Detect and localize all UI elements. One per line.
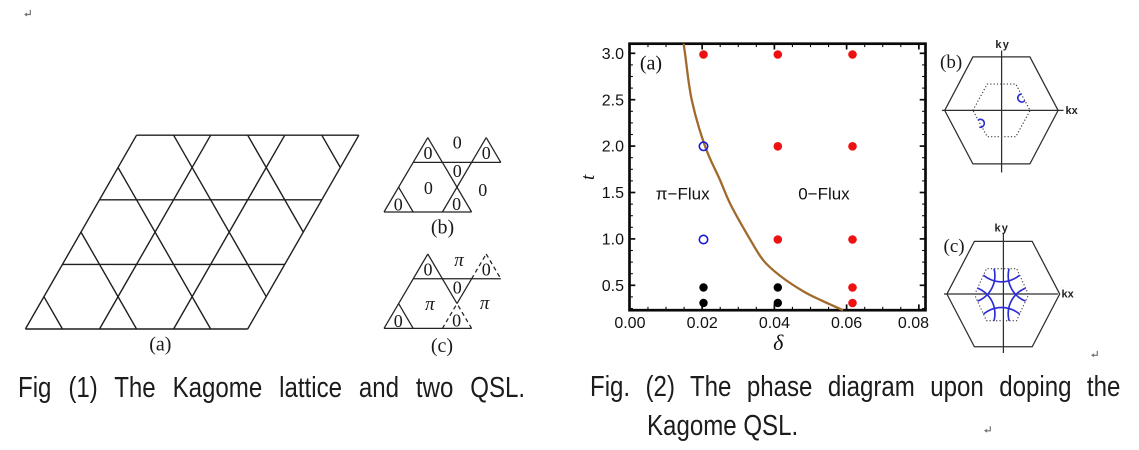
svg-text:0.04: 0.04	[759, 315, 790, 332]
svg-text:2.0: 2.0	[602, 139, 624, 156]
svg-text:ky: ky	[994, 223, 1009, 235]
svg-text:(a): (a)	[149, 334, 171, 356]
svg-text:π: π	[425, 294, 435, 315]
svg-text:(c): (c)	[944, 236, 965, 257]
svg-text:0: 0	[478, 180, 487, 200]
svg-text:0: 0	[452, 194, 461, 214]
svg-text:0: 0	[424, 178, 433, 198]
svg-text:π−Flux: π−Flux	[656, 185, 710, 204]
svg-text:δ: δ	[773, 330, 784, 355]
svg-text:0: 0	[394, 195, 403, 215]
svg-text:0: 0	[452, 311, 461, 331]
svg-text:0.08: 0.08	[898, 315, 929, 332]
svg-text:3.0: 3.0	[602, 46, 624, 63]
svg-text:(b): (b)	[940, 52, 962, 73]
svg-text:kx: kx	[1062, 289, 1075, 301]
svg-text:0.00: 0.00	[614, 315, 645, 332]
svg-text:1.5: 1.5	[602, 185, 624, 202]
svg-text:0: 0	[482, 260, 491, 280]
svg-text:0.06: 0.06	[831, 315, 862, 332]
svg-text:0.02: 0.02	[687, 315, 718, 332]
svg-text:(b): (b)	[431, 217, 454, 239]
svg-text:t: t	[578, 174, 599, 180]
svg-text:0: 0	[424, 143, 433, 163]
svg-text:0.5: 0.5	[602, 278, 624, 295]
svg-text:(a): (a)	[640, 53, 662, 75]
svg-text:0: 0	[394, 311, 403, 331]
svg-text:ky: ky	[995, 39, 1010, 51]
svg-text:(c): (c)	[431, 335, 453, 357]
svg-text:2.5: 2.5	[602, 92, 624, 109]
svg-text:0: 0	[453, 278, 462, 298]
svg-text:π: π	[480, 293, 490, 314]
svg-text:0: 0	[424, 260, 433, 280]
svg-text:kx: kx	[1066, 105, 1079, 117]
svg-text:0: 0	[453, 132, 462, 152]
svg-text:0−Flux: 0−Flux	[798, 185, 850, 204]
svg-text:1.0: 1.0	[602, 232, 624, 249]
svg-text:0: 0	[482, 143, 491, 163]
svg-text:0: 0	[453, 161, 462, 181]
svg-text:π: π	[454, 250, 464, 271]
